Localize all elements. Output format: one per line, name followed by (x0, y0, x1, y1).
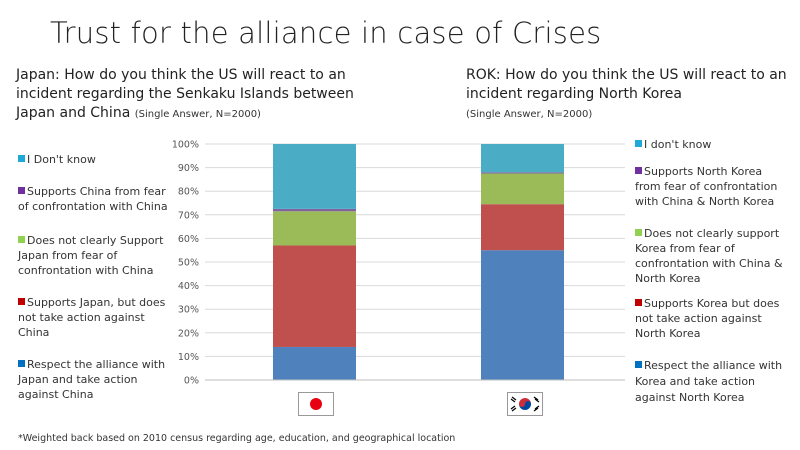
bar-segment-rok-1 (481, 204, 564, 251)
y-tick-label: 10% (178, 352, 199, 363)
y-tick-label: 90% (178, 163, 199, 174)
legend-swatch (18, 298, 25, 305)
bars (273, 144, 564, 380)
legend-japan-dont-know: I Don't know (18, 152, 168, 167)
bar-segment-rok-2 (481, 173, 564, 205)
korea-flag (507, 392, 543, 416)
legend-label: Does not clearly support Korea from fear… (635, 227, 783, 285)
bar-segment-rok-4 (481, 144, 564, 173)
legend-swatch (18, 155, 25, 162)
legend-rok-respect-alliance: Respect the alliance with Korea and take… (635, 358, 785, 406)
japan-flag (298, 392, 334, 416)
bar-segment-japan-4 (273, 144, 356, 209)
y-tick-label: 80% (178, 187, 199, 198)
japan-flag-icon (299, 393, 333, 415)
y-tick-label: 60% (178, 234, 199, 245)
legend-label: Respect the alliance with Japan and take… (18, 358, 166, 401)
legend-rok-supports-no-action: Supports Korea but does not take action … (635, 296, 785, 341)
japan-question: Japan: How do you think the US will reac… (16, 66, 366, 124)
y-tick-label: 0% (184, 376, 199, 387)
legend-rok-not-clearly-support: Does not clearly support Korea from fear… (635, 226, 785, 286)
legend-label: I Don't know (27, 153, 96, 166)
japan-question-text: Japan: How do you think the US will reac… (16, 67, 354, 121)
legend-swatch (635, 140, 642, 147)
rok-question: ROK: How do you think the US will react … (466, 66, 796, 124)
y-tick-label: 100% (172, 140, 199, 151)
rok-question-text: ROK: How do you think the US will react … (466, 67, 787, 102)
y-tick-label: 50% (178, 258, 199, 269)
legend-swatch (18, 360, 25, 367)
legend-label: Supports North Korea from fear of confro… (635, 165, 778, 208)
bar-segment-rok-3 (481, 172, 564, 174)
legend-japan-not-clearly-support: Does not clearly Support Japan from fear… (18, 233, 168, 278)
legend-swatch (635, 361, 642, 368)
legend-rok-supports-nk: Supports North Korea from fear of confro… (635, 164, 785, 209)
legend-label: Supports Japan, but does not take action… (18, 296, 166, 339)
legend-swatch (18, 187, 25, 194)
y-axis-tick-labels: 0% 10% 20% 30% 40% 50% 60% 70% 80% 90% 100% (172, 140, 199, 387)
y-tick-label: 20% (178, 328, 199, 339)
legend-japan-respect-alliance: Respect the alliance with Japan and take… (18, 357, 168, 402)
bar-segment-japan-2 (273, 211, 356, 246)
legend-swatch (635, 167, 642, 174)
japan-question-note: (Single Answer, N=2000) (134, 109, 261, 120)
legend-swatch (635, 299, 642, 306)
legend-label: I don't know (644, 138, 712, 151)
korea-flag-icon (508, 393, 542, 415)
page-title: Trust for the alliance in case of Crises (50, 16, 602, 50)
footnote: *Weighted back based on 2010 census rega… (18, 433, 456, 444)
bar-segment-japan-3 (273, 208, 356, 212)
legend-label: Supports Korea but does not take action … (635, 297, 780, 340)
legend-label: Respect the alliance with Korea and take… (635, 359, 783, 404)
bar-segment-japan-1 (273, 245, 356, 347)
legend-japan-supports-china: Supports China from fear of confrontatio… (18, 184, 168, 214)
rok-question-note: (Single Answer, N=2000) (466, 109, 593, 120)
y-tick-label: 40% (178, 281, 199, 292)
y-tick-label: 30% (178, 305, 199, 316)
legend-japan-supports-no-action: Supports Japan, but does not take action… (18, 295, 168, 340)
legend-label: Supports China from fear of confrontatio… (18, 185, 168, 213)
y-tick-label: 70% (178, 210, 199, 221)
legend-swatch (635, 229, 642, 236)
legend-rok-dont-know: I don't know (635, 137, 785, 152)
legend-label: Does not clearly Support Japan from fear… (18, 234, 164, 277)
legend-swatch (18, 236, 25, 243)
bar-segment-japan-0 (273, 346, 356, 380)
bar-segment-rok-0 (481, 250, 564, 380)
